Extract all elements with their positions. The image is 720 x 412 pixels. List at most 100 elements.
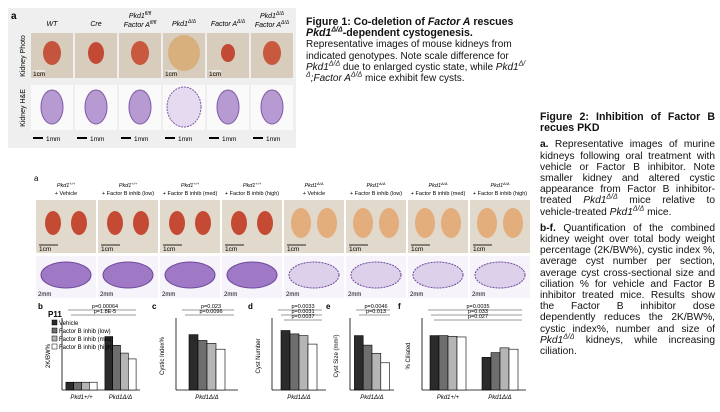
header-text: Pkd1 <box>304 183 317 189</box>
bar <box>197 340 208 391</box>
scale-label: 1cm <box>209 71 221 78</box>
body-text: Pkd1 <box>583 195 607 207</box>
kidney-section <box>102 261 154 289</box>
y-axis-label: Cystic Index% <box>160 336 166 375</box>
x-tick-label: Pkd1Δ/Δ <box>287 395 310 401</box>
bar <box>438 335 449 391</box>
header-sup: fl/fl <box>150 20 157 26</box>
body-text: Pkd1 <box>306 61 329 73</box>
y-axis-label: 2K/BW% <box>46 343 52 368</box>
bar <box>362 344 373 391</box>
header-sup: Δ/Δ <box>236 19 246 25</box>
bar <box>447 335 458 391</box>
p-value: p=0.0037 <box>291 314 314 320</box>
header-text: Pkd1 <box>172 21 188 28</box>
kidney <box>503 208 523 238</box>
kidney <box>131 41 149 65</box>
title-text: Pkd1 <box>306 27 332 40</box>
column-header: + Vehicle <box>55 191 77 197</box>
kidney <box>43 41 61 65</box>
scale-label: 1mm <box>222 136 236 143</box>
header-text: Pkd1 <box>490 183 503 189</box>
x-tick-label: Pkd1+/+ <box>70 395 93 401</box>
column-header: WT <box>47 21 59 28</box>
kidney-section <box>350 261 402 289</box>
scale-label: 1cm <box>349 246 361 253</box>
column-header: Pkd1+/+ <box>181 181 200 189</box>
legend-label: Factor B inhib (high) <box>59 345 113 351</box>
p-value: p=1.8E-5 <box>94 309 116 315</box>
body-sup: Δ/Δ <box>606 194 618 202</box>
column-header: + Vehicle <box>303 191 325 197</box>
kidney <box>257 211 273 235</box>
kidney <box>441 208 461 238</box>
bar <box>429 335 440 391</box>
kidney <box>168 35 200 71</box>
column-header: Factor AΔ/Δ <box>255 20 290 29</box>
bar <box>380 362 390 391</box>
legend-label: Vehicle <box>59 321 79 327</box>
bar <box>120 352 129 391</box>
p-value: p=0.0096 <box>199 309 222 315</box>
bar <box>298 335 309 391</box>
kidney-section <box>474 261 526 289</box>
body-text: Pkd1 <box>609 206 633 218</box>
bar <box>456 336 467 391</box>
body-text: Quantification of the combined kidney we… <box>540 222 715 335</box>
kidney-section <box>40 261 92 289</box>
title-sup: Δ/Δ <box>331 26 343 34</box>
bar <box>481 357 492 391</box>
scale-label: 2mm <box>286 292 299 298</box>
kidney <box>195 211 211 235</box>
x-tick-label: Pkd1Δ/Δ <box>488 395 511 401</box>
scale-label: 2mm <box>38 292 51 298</box>
p-value: p=0.0046 <box>364 304 387 310</box>
p-value: p=0.0031 <box>291 309 314 315</box>
p-value: p=0.013 <box>366 309 386 315</box>
header-sup: Δ/Δ <box>378 181 386 186</box>
kidney-section <box>260 89 284 125</box>
kidney-section <box>84 89 108 125</box>
kidney-section <box>288 261 340 289</box>
scale-label: 1mm <box>178 136 192 143</box>
bar <box>490 352 501 391</box>
kidney-section <box>40 89 64 125</box>
bar <box>354 335 364 391</box>
panel-label: f <box>398 302 401 311</box>
header-sup: fl/fl <box>145 11 152 17</box>
y-axis-label: Cyst Number <box>256 338 262 373</box>
kidney <box>133 211 149 235</box>
bar <box>307 343 318 391</box>
scale-label: 1cm <box>411 246 423 253</box>
caption1-title: Figure 1: Co-deletion of Factor A rescue… <box>306 16 538 40</box>
header-sup: Δ/Δ <box>280 20 290 26</box>
kidney <box>221 44 235 62</box>
caption-label: a. <box>540 139 549 151</box>
column-header: + Factor B inhib (med) <box>411 191 466 197</box>
header-text: Factor A <box>255 22 282 29</box>
bar <box>215 348 226 391</box>
header-text: Pkd1 <box>119 183 132 189</box>
body-sup: Δ/Δ <box>328 60 341 68</box>
kidney-section <box>166 86 202 128</box>
header-sup: Δ/Δ <box>440 181 448 186</box>
kidney <box>169 211 185 235</box>
column-header: Pkd1Δ/Δ <box>260 11 285 20</box>
column-header: Pkd1fl/fl <box>129 11 152 20</box>
column-header: Pkd1Δ/Δ <box>172 19 197 28</box>
kidney <box>291 208 311 238</box>
title-text: Factor A <box>427 16 471 28</box>
kidney <box>88 42 104 64</box>
scale-label: 1cm <box>39 246 51 253</box>
scale-label: 1cm <box>287 246 299 253</box>
title-text: Figure 1: Co-deletion of <box>306 16 428 28</box>
column-header: Pkd1+/+ <box>243 181 262 189</box>
body-sup: Δ/Δ <box>632 205 645 213</box>
body-text: Pkd1 <box>540 334 564 346</box>
header-text: Pkd1 <box>243 183 256 189</box>
body-text: Representative images of mouse kidneys f… <box>306 39 512 62</box>
body-text: Pkd1 <box>495 61 519 73</box>
scale-label: 2mm <box>162 292 175 298</box>
kidney <box>477 208 497 238</box>
